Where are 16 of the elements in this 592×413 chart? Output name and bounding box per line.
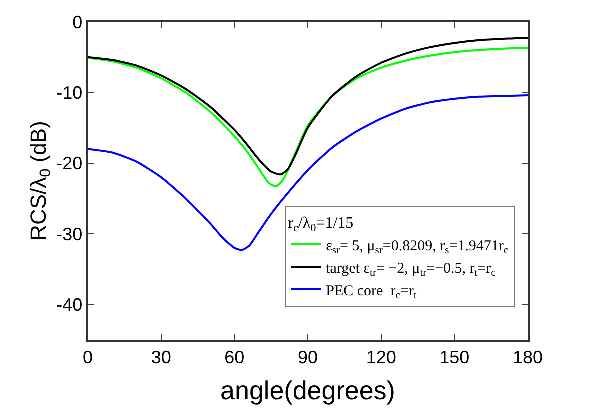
legend-title: r$_{c}$/λ$_{0}$=1/15	[288, 215, 354, 235]
x-tick-label: 30	[151, 347, 172, 368]
y-tick-label: 0	[72, 12, 83, 32]
x-axis-title: angle(degrees)	[220, 376, 396, 406]
legend-label: target ε$_{tr}$= −2, μ$_{tr}$=−0.5, r$_{t}$=r$_{c}$	[326, 260, 496, 279]
y-tick-label: -30	[56, 224, 83, 244]
x-tick-label: 180	[512, 347, 544, 368]
x-tick-label: 60	[224, 347, 245, 368]
legend-label: PEC core r$_{c}$=r$_{t}$	[326, 283, 417, 302]
legend-label: ε$_{sr}$= 5, μ$_{sr}$=0.8209, r$_{s}$=1.9471r$_{c}$	[326, 238, 509, 256]
x-tick-label: 90	[298, 347, 318, 368]
y-tick-label: -10	[56, 82, 83, 103]
x-tick-label: 120	[366, 347, 396, 368]
y-tick-label: -20	[56, 154, 83, 174]
x-tick-label: 150	[440, 347, 470, 368]
y-tick-label: -40	[56, 294, 83, 315]
